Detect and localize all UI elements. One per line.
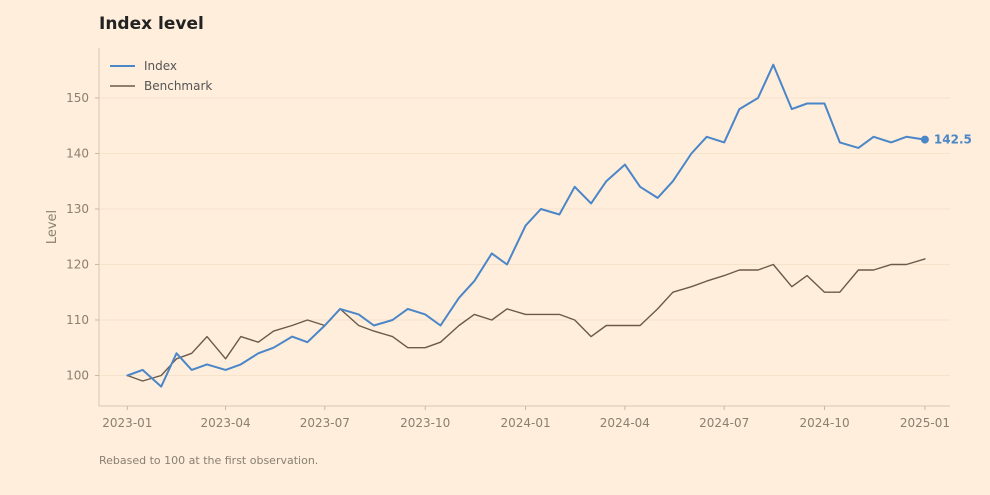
x-tick-label: 2024-10: [799, 416, 849, 430]
y-tick-label: 140: [66, 146, 89, 160]
legend-label: Index: [144, 59, 177, 73]
series-line-index: [126, 63, 926, 388]
chart-footnote: Rebased to 100 at the first observation.: [99, 454, 319, 467]
legend: Index Benchmark: [110, 59, 212, 93]
x-tick-label: 2024-04: [600, 416, 650, 430]
end-marker: 142.5: [920, 133, 972, 147]
x-tick-label: 2024-01: [501, 416, 551, 430]
x-tick-label: 2023-10: [400, 416, 450, 430]
end-point: [920, 135, 929, 144]
end-value-label: 142.5: [934, 133, 972, 147]
legend-label: Benchmark: [144, 79, 212, 93]
y-tick-label: 130: [66, 202, 89, 216]
x-tick-label: 2023-01: [102, 416, 152, 430]
x-ticks: 2023-01 2023-04 2023-07 2023-10 2024-01 2024-…: [102, 406, 950, 430]
y-axis-label: Level: [45, 210, 60, 244]
x-tick-label: 2025-01: [900, 416, 950, 430]
gridlines: [99, 97, 950, 376]
y-ticks: 100 110 120 130 140 150: [66, 91, 99, 382]
y-tick-label: 120: [66, 257, 89, 271]
chart-title: Index level: [99, 14, 204, 34]
x-tick-label: 2023-04: [200, 416, 250, 430]
series-group: [126, 63, 926, 388]
series-line-benchmark: [126, 258, 926, 382]
x-tick-label: 2024-07: [699, 416, 749, 430]
y-tick-label: 100: [66, 368, 89, 382]
x-tick-label: 2023-07: [300, 416, 350, 430]
y-tick-label: 110: [66, 313, 89, 327]
axes: [98, 48, 950, 407]
y-tick-label: 150: [66, 91, 89, 105]
